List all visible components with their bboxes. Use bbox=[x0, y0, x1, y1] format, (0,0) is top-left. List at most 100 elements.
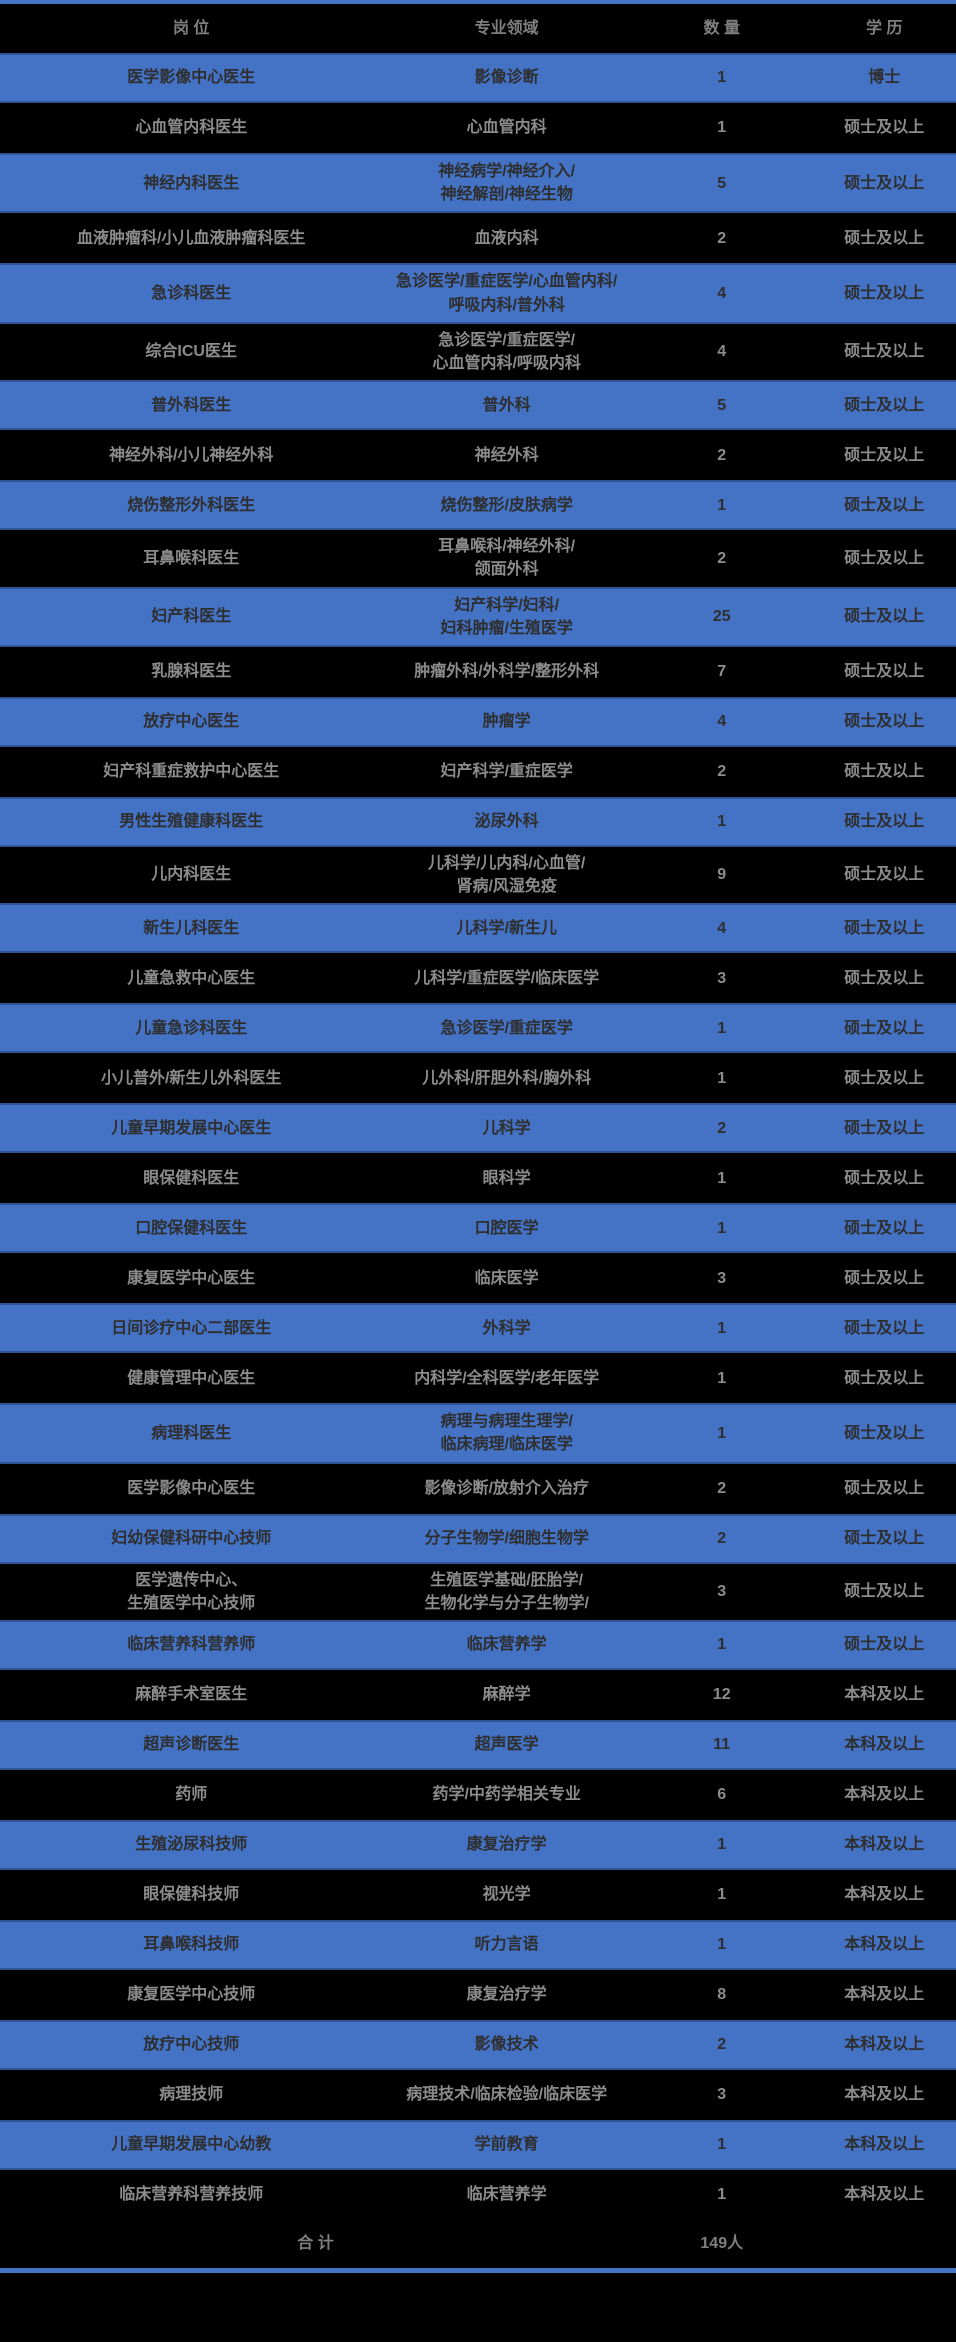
field-cell: 视光学 bbox=[482, 1886, 531, 1904]
education-cell: 硕士及以上 bbox=[844, 1424, 925, 1442]
education-cell: 硕士及以上 bbox=[844, 343, 925, 361]
table-row: 医学遗传中心、 生殖医学中心技师 生殖医学基础/胚胎学/ 生物化学与分子生物学/… bbox=[0, 1563, 956, 1620]
field-cell: 临床营养学 bbox=[466, 1636, 547, 1654]
count-cell: 25 bbox=[712, 608, 731, 626]
position-cell: 儿童早期发展中心医生 bbox=[111, 1119, 272, 1137]
education-cell: 本科及以上 bbox=[844, 2086, 925, 2104]
field-cell: 烧伤整形/皮肤病学 bbox=[440, 496, 573, 514]
field-cell: 儿科学 bbox=[482, 1119, 531, 1137]
table-row: 麻醉手术室医生 麻醉学 12 本科及以上 bbox=[0, 1670, 956, 1720]
count-cell: 1 bbox=[717, 1424, 727, 1442]
field-cell: 影像诊断 bbox=[474, 69, 539, 87]
education-cell: 硕士及以上 bbox=[844, 1636, 925, 1654]
table-row: 儿童早期发展中心幼教 学前教育 1 本科及以上 bbox=[0, 2120, 956, 2170]
count-cell: 4 bbox=[717, 919, 727, 937]
position-cell: 眼保健科医生 bbox=[143, 1169, 240, 1187]
education-cell: 硕士及以上 bbox=[844, 919, 925, 937]
count-cell: 9 bbox=[717, 866, 727, 884]
position-cell: 口腔保健科医生 bbox=[135, 1219, 248, 1237]
field-cell: 急诊医学/重症医学/ 心血管内科/呼吸内科 bbox=[432, 331, 581, 372]
count-cell: 6 bbox=[717, 1786, 727, 1804]
position-cell: 医学遗传中心、 生殖医学中心技师 bbox=[127, 1571, 256, 1612]
table-body: 医学影像中心医生 影像诊断 1 博士 心血管内科医生 心血管内科 1 硕士及以上… bbox=[0, 53, 956, 2220]
count-cell: 1 bbox=[717, 1219, 727, 1237]
count-cell: 1 bbox=[717, 1019, 727, 1037]
count-cell: 4 bbox=[717, 343, 727, 361]
count-cell: 5 bbox=[717, 396, 727, 414]
education-cell: 硕士及以上 bbox=[844, 866, 925, 884]
table-header-row: 岗 位 专业领域 数 量 学 历 bbox=[0, 4, 956, 53]
table-row: 妇产科重症救护中心医生 妇产科学/重症医学 2 硕士及以上 bbox=[0, 746, 956, 797]
table-row: 小儿普外/新生儿外科医生 儿外科/肝胆外科/胸外科 1 硕士及以上 bbox=[0, 1053, 956, 1104]
field-cell: 影像技术 bbox=[474, 2036, 539, 2054]
education-cell: 本科及以上 bbox=[844, 1786, 925, 1804]
table-row: 血液肿瘤科/小儿血液肿瘤科医生 血液内科 2 硕士及以上 bbox=[0, 213, 956, 264]
education-cell: 硕士及以上 bbox=[844, 1069, 925, 1087]
education-cell: 硕士及以上 bbox=[844, 1019, 925, 1037]
table-row: 综合ICU医生 急诊医学/重症医学/ 心血管内科/呼吸内科 4 硕士及以上 bbox=[0, 323, 956, 381]
count-cell: 1 bbox=[717, 119, 727, 137]
field-cell: 心血管内科 bbox=[466, 119, 547, 137]
field-cell: 神经病学/神经介入/ 神经解剖/神经生物 bbox=[438, 163, 576, 204]
table-row: 放疗中心技师 影像技术 2 本科及以上 bbox=[0, 2020, 956, 2070]
position-cell: 麻醉手术室医生 bbox=[135, 1686, 248, 1704]
table-row: 医学影像中心医生 影像诊断/放射介入治疗 2 硕士及以上 bbox=[0, 1463, 956, 1514]
position-cell: 普外科医生 bbox=[151, 396, 232, 414]
education-cell: 硕士及以上 bbox=[844, 1369, 925, 1387]
table-row: 乳腺科医生 肿瘤外科/外科学/整形外科 7 硕士及以上 bbox=[0, 646, 956, 697]
table-row: 放疗中心医生 肿瘤学 4 硕士及以上 bbox=[0, 696, 956, 747]
count-cell: 3 bbox=[717, 969, 727, 987]
field-cell: 血液内科 bbox=[474, 229, 539, 247]
count-cell: 1 bbox=[717, 1369, 727, 1387]
count-cell: 7 bbox=[717, 663, 727, 681]
table-row: 新生儿科医生 儿科学/新生儿 4 硕士及以上 bbox=[0, 903, 956, 954]
table-row: 儿内科医生 儿科学/儿内科/心血管/ 肾病/风湿免疫 9 硕士及以上 bbox=[0, 846, 956, 904]
field-cell: 妇产科学/重症医学 bbox=[440, 763, 573, 781]
field-cell: 泌尿外科 bbox=[474, 813, 539, 831]
field-cell: 生殖医学基础/胚胎学/ 生物化学与分子生物学/ bbox=[424, 1571, 589, 1612]
table-row: 临床营养科营养技师 临床营养学 1 本科及以上 bbox=[0, 2170, 956, 2220]
count-cell: 5 bbox=[717, 174, 727, 192]
table-row: 妇幼保健科研中心技师 分子生物学/细胞生物学 2 硕士及以上 bbox=[0, 1513, 956, 1564]
position-cell: 医学影像中心医生 bbox=[127, 1480, 256, 1498]
education-cell: 本科及以上 bbox=[844, 1836, 925, 1854]
position-cell: 小儿普外/新生儿外科医生 bbox=[100, 1069, 282, 1087]
field-cell: 肿瘤外科/外科学/整形外科 bbox=[414, 663, 600, 681]
field-cell: 肿瘤学 bbox=[482, 713, 531, 731]
education-cell: 本科及以上 bbox=[844, 1986, 925, 2004]
education-cell: 本科及以上 bbox=[844, 2136, 925, 2154]
position-cell: 日间诊疗中心二部医生 bbox=[111, 1319, 272, 1337]
field-cell: 影像诊断/放射介入治疗 bbox=[424, 1480, 589, 1498]
position-cell: 医学影像中心医生 bbox=[127, 69, 256, 87]
count-cell: 1 bbox=[717, 1636, 727, 1654]
table-row: 超声诊断医生 超声医学 11 本科及以上 bbox=[0, 1720, 956, 1770]
count-cell: 2 bbox=[717, 1480, 727, 1498]
table-row: 耳鼻喉科技师 听力言语 1 本科及以上 bbox=[0, 1920, 956, 1970]
field-cell: 普外科 bbox=[482, 396, 531, 414]
table-row: 儿童急诊科医生 急诊医学/重症医学 1 硕士及以上 bbox=[0, 1003, 956, 1054]
field-cell: 儿科学/儿内科/心血管/ 肾病/风湿免疫 bbox=[427, 854, 586, 896]
position-cell: 妇产科重症救护中心医生 bbox=[103, 763, 280, 781]
field-cell: 外科学 bbox=[482, 1319, 531, 1337]
education-cell: 本科及以上 bbox=[844, 1736, 925, 1754]
position-cell: 健康管理中心医生 bbox=[127, 1369, 256, 1387]
count-cell: 1 bbox=[717, 1836, 727, 1854]
count-cell: 1 bbox=[717, 1069, 727, 1087]
field-cell: 急诊医学/重症医学 bbox=[440, 1019, 573, 1037]
table-row: 烧伤整形外科医生 烧伤整形/皮肤病学 1 硕士及以上 bbox=[0, 480, 956, 531]
education-cell: 本科及以上 bbox=[844, 2036, 925, 2054]
count-cell: 1 bbox=[717, 1886, 727, 1904]
count-cell: 2 bbox=[717, 1119, 727, 1137]
footer-education-cell bbox=[813, 2239, 956, 2249]
table-row: 眼保健科技师 视光学 1 本科及以上 bbox=[0, 1870, 956, 1920]
position-cell: 病理技师 bbox=[159, 2086, 224, 2104]
position-cell: 儿内科医生 bbox=[151, 866, 232, 884]
education-cell: 硕士及以上 bbox=[844, 119, 925, 137]
count-cell: 3 bbox=[717, 2086, 727, 2104]
table-row: 妇产科医生 妇产科学/妇科/ 妇科肿瘤/生殖医学 25 硕士及以上 bbox=[0, 586, 956, 647]
education-cell: 本科及以上 bbox=[844, 1886, 925, 1904]
count-cell: 1 bbox=[717, 1169, 727, 1187]
field-cell: 临床营养学 bbox=[466, 2186, 547, 2204]
field-cell: 口腔医学 bbox=[474, 1219, 539, 1237]
position-cell: 心血管内科医生 bbox=[135, 119, 248, 137]
